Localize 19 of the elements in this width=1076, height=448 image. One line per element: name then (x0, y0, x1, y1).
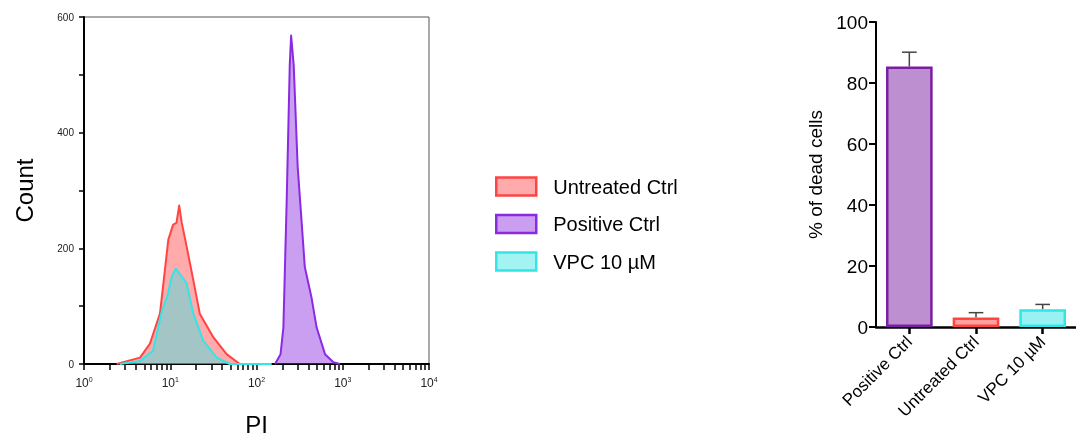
legend-label: Positive Ctrl (553, 213, 660, 235)
y-tick-label: 400 (57, 127, 75, 139)
bar (952, 317, 1000, 327)
y-tick-label: 0 (68, 358, 75, 370)
x-axis-title: PI (245, 410, 268, 438)
y-tick-label: 600 (57, 11, 75, 23)
bar (886, 66, 933, 327)
legend-label: Untreated Ctrl (553, 175, 678, 198)
y-axis-title: Count (10, 158, 38, 223)
y-tick-label: 0 (857, 316, 868, 338)
y-tick-label: 20 (846, 255, 868, 277)
y-tick-label: 80 (846, 72, 868, 94)
y-tick-label: 100 (836, 11, 868, 33)
y-tick-label: 40 (846, 194, 868, 216)
y-tick-label: 60 (846, 133, 868, 155)
y-tick-label: 200 (57, 242, 75, 254)
y-axis-title: % of dead cells (805, 110, 827, 239)
bar (1019, 309, 1066, 327)
legend-label: VPC 10 µM (553, 250, 656, 273)
